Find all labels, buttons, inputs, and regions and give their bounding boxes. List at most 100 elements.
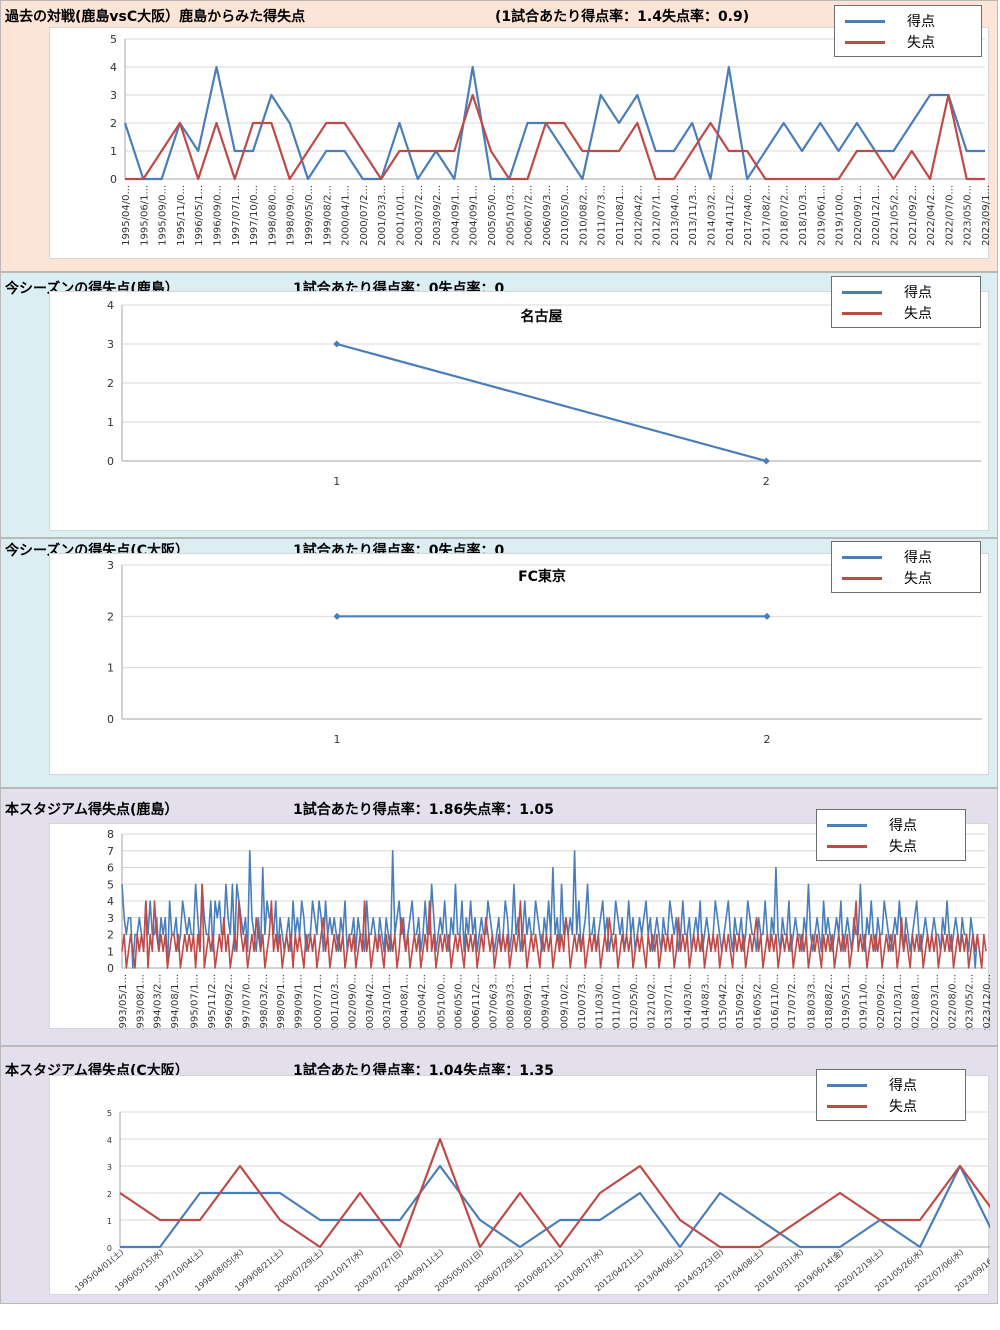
x-tick-label: 1995/11/2...: [207, 974, 218, 1030]
legend-item-scored: 得点: [827, 1076, 917, 1094]
x-tick-label: 1993/08/1...: [135, 974, 146, 1030]
x-tick-label: 1999/08/2...: [322, 185, 333, 246]
x-tick-label: 2006/11/2...: [471, 974, 482, 1030]
x-tick-label: 2014/08/3...: [700, 974, 711, 1030]
data-point: [333, 612, 341, 620]
x-tick-label: 2023/05/2...: [965, 974, 976, 1030]
x-tick-label: 2016/05/2...: [752, 974, 763, 1030]
x-tick-label: 2013/11/3...: [688, 185, 699, 246]
x-tick-label: 1997/07/0...: [241, 974, 252, 1030]
chart-title: FC東京: [518, 568, 566, 585]
chart-area: 0 1 2 3 4 5 1995/04/0... 1995/06/1... 1995/09/0.…: [49, 27, 992, 259]
x-tick-label: 1998/09/1...: [276, 974, 287, 1030]
y-tick-label: 3: [107, 912, 114, 925]
y-tick-label: 8: [107, 828, 114, 841]
chart-svg: 0 1 2 3 FC東京 1 2: [107, 559, 982, 746]
x-tick-label: 2005/05/0...: [487, 185, 498, 246]
chart-svg: 0123451995/04/01(土)1996/05/15(水)1997/10/…: [73, 1109, 1000, 1293]
y-tick-label: 1: [107, 416, 114, 429]
x-tick-label: 2010/08/2...: [578, 185, 589, 246]
x-tick-label: 2000/07/1...: [313, 974, 324, 1030]
x-tick-label: 2004/09/1...: [450, 185, 461, 246]
legend-item-conceded: 失点: [827, 1097, 917, 1115]
x-tick-label: 1999/05/0...: [304, 185, 315, 246]
legend-item-conceded: 失点: [827, 837, 917, 855]
legend-line-scored: [827, 823, 867, 827]
x-tick-label: 2012/10/2...: [646, 974, 657, 1030]
x-tick-label: 1998/03/2...: [259, 974, 270, 1030]
x-tick-label: 1994/03/2...: [153, 974, 164, 1030]
y-tick-label: 4: [107, 895, 114, 908]
x-tick-label: 1: [333, 475, 340, 488]
legend-item-scored: 得点: [842, 283, 932, 301]
x-tick-label: 1996/09/2...: [224, 974, 235, 1030]
x-tick-label: 2021/08/1...: [911, 974, 922, 1030]
legend-item-conceded: 失点: [845, 33, 935, 51]
x-tick-label: 2018/03/3...: [807, 974, 818, 1030]
panel-past-matches: 過去の対戦(鹿島vsC大阪）鹿島からみた得失点 (1試合あたり得点率：1.4失点…: [0, 0, 998, 272]
x-tick-label: 2: [763, 475, 770, 488]
x-tick-label: 1996/09/0...: [212, 185, 223, 246]
y-tick-label: 2: [107, 1190, 112, 1199]
y-tick-label: 0: [107, 962, 114, 975]
x-tick-label: 2022/07/0...: [944, 185, 955, 246]
x-tick-label: 2002/09/0...: [348, 974, 359, 1030]
x-tick-label: 2014/03/2...: [707, 185, 718, 246]
series-line-scored: [336, 342, 767, 463]
x-tick-label: 2011/07/3...: [597, 185, 608, 246]
legend-label-scored: 得点: [904, 550, 932, 566]
x-tick-label: 1999/09/1...: [293, 974, 304, 1030]
legend-item-scored: 得点: [842, 548, 932, 566]
x-tick-label: 2016/11/0...: [770, 974, 781, 1030]
x-tick-label: 2018/10/3...: [798, 185, 809, 246]
x-tick-label: 2010/07/3...: [577, 974, 588, 1030]
x-tick-label: 2004/09/1...: [469, 185, 480, 246]
x-tick-label: 1997/07/1...: [231, 185, 242, 246]
y-tick-label: 1: [107, 945, 114, 958]
x-tick-label: 1998/09/0...: [286, 185, 297, 246]
x-tick-label: 2011/03/0...: [594, 974, 605, 1030]
legend-label-scored: 得点: [889, 818, 917, 834]
x-tick-label: 2003/10/1...: [382, 974, 393, 1030]
panel-title: 本スタジアム得失点(鹿島）: [5, 802, 179, 818]
chart-area: 0 1 2 3 4 5 1995/04/01(土) 1996/05/15(水) 1997/10/…: [49, 1075, 1000, 1295]
x-tick-label: 2021/09/2...: [908, 185, 919, 246]
x-tick-label: 2000/04/1...: [341, 185, 352, 246]
x-tick-label: 2004/08/1...: [400, 974, 411, 1030]
y-tick-label: 6: [107, 862, 114, 875]
x-tick-label: 1995/06/1...: [139, 185, 150, 246]
data-point: [763, 612, 771, 620]
y-tick-label: 3: [110, 89, 117, 102]
y-tick-label: 2: [110, 117, 117, 130]
series-line-conceded: [119, 1137, 1000, 1249]
legend-label-scored: 得点: [889, 1078, 917, 1094]
rate-text: (1試合あたり得点率：1.4失点率：0.9): [495, 9, 750, 25]
x-tick-label: 2022/04/2...: [926, 185, 937, 246]
x-tick-label: 1998/08/0...: [267, 185, 278, 246]
x-tick-label: 2009/04/1...: [540, 974, 551, 1030]
chart-area: 0 1 2 3 4 名古屋 1 2: [49, 291, 989, 531]
x-tick-label: 2005/10/3...: [505, 185, 516, 246]
data-point: [333, 340, 341, 348]
x-tick-label: 2020/09/1...: [853, 185, 864, 246]
y-tick-label: 3: [107, 559, 114, 572]
legend: 得点 失点: [831, 541, 981, 593]
x-tick-label: 2010/05/0...: [560, 185, 571, 246]
legend-label-conceded: 失点: [904, 306, 932, 322]
legend: 得点 失点: [834, 5, 982, 57]
y-tick-label: 5: [107, 878, 114, 891]
legend-line-conceded: [845, 40, 885, 44]
x-tick-label: 1995/07/1...: [189, 974, 200, 1030]
x-tick-label: 1993/05/1...: [118, 974, 129, 1030]
x-tick-label: 2012/05/0...: [629, 974, 640, 1030]
y-tick-label: 3: [107, 1163, 112, 1172]
series-line-scored: [120, 1164, 1000, 1249]
x-tick-label: 2001/03/3...: [377, 185, 388, 246]
x-tick-label: 2007/06/3...: [488, 974, 499, 1030]
x-tick-label: 2021/05/2...: [890, 185, 901, 246]
legend-label-conceded: 失点: [889, 839, 917, 855]
y-tick-label: 5: [110, 33, 117, 46]
y-tick-label: 0: [107, 1244, 112, 1253]
x-tick-label: 2005/10/0...: [436, 974, 447, 1030]
